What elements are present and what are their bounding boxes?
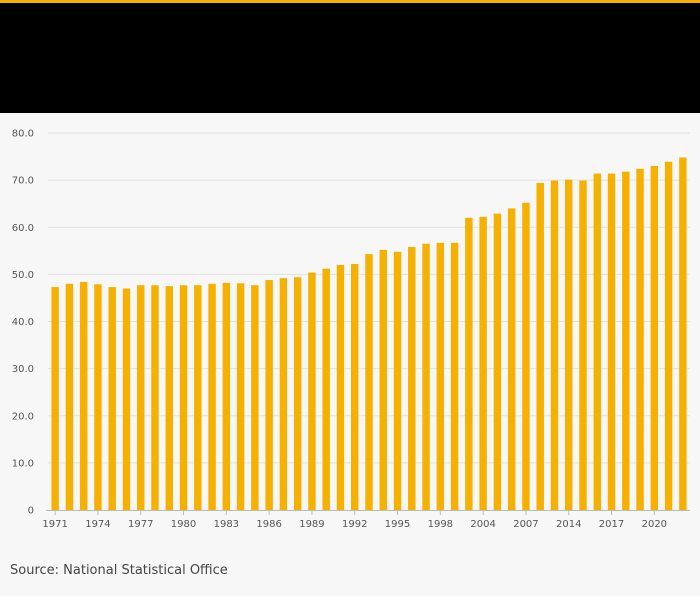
bar bbox=[165, 286, 173, 510]
y-tick-label: 70.0 bbox=[12, 176, 34, 187]
header-banner bbox=[0, 3, 700, 113]
bar bbox=[108, 287, 116, 510]
bar bbox=[479, 216, 487, 510]
y-tick-label: 30.0 bbox=[12, 364, 34, 375]
bar bbox=[550, 180, 559, 510]
x-tick-label: 2020 bbox=[642, 519, 667, 530]
x-tick-label: 2004 bbox=[470, 519, 495, 530]
bar bbox=[151, 285, 159, 510]
x-tick-label: 1983 bbox=[214, 519, 239, 530]
x-tick-label: 1977 bbox=[128, 519, 153, 530]
x-tick-label: 1992 bbox=[342, 519, 367, 530]
bar bbox=[393, 251, 402, 510]
bar bbox=[664, 161, 673, 510]
bar bbox=[450, 242, 459, 511]
bar bbox=[536, 182, 544, 510]
source-note: Source: National Statistical Office bbox=[10, 563, 228, 578]
bar bbox=[408, 247, 416, 511]
x-tick-label: 1971 bbox=[42, 519, 67, 530]
y-tick-label: 20.0 bbox=[12, 411, 34, 422]
x-tick-label: 2017 bbox=[599, 519, 624, 530]
bar bbox=[236, 283, 245, 510]
bar bbox=[465, 217, 473, 510]
bar bbox=[365, 254, 373, 510]
bar bbox=[351, 264, 359, 510]
x-tick-label: 2007 bbox=[513, 519, 538, 530]
x-tick-label: 1995 bbox=[385, 519, 410, 530]
y-tick-label: 60.0 bbox=[12, 223, 34, 234]
bar bbox=[222, 282, 231, 510]
bar bbox=[622, 171, 630, 510]
bar-chart: 0 10.0 20.0 30.0 40.0 50.0 60.0 70.0 80.0 1971 197… bbox=[12, 129, 690, 530]
bar bbox=[65, 283, 74, 510]
bar bbox=[122, 288, 131, 510]
x-tick-label: 1974 bbox=[85, 519, 110, 530]
bar bbox=[493, 213, 502, 510]
bar bbox=[565, 179, 573, 510]
y-tick-label: 10.0 bbox=[12, 458, 34, 469]
x-tick-label: 1989 bbox=[299, 519, 324, 530]
bar bbox=[79, 281, 88, 510]
bar bbox=[379, 249, 387, 510]
y-tick-label: 80.0 bbox=[12, 129, 34, 140]
bar bbox=[507, 208, 516, 510]
bar bbox=[322, 268, 330, 510]
bar bbox=[636, 168, 644, 510]
bar bbox=[179, 285, 188, 510]
bar bbox=[593, 173, 601, 510]
bar bbox=[579, 180, 587, 510]
bar bbox=[436, 242, 445, 511]
bar bbox=[308, 272, 316, 510]
x-tick-label: 2014 bbox=[556, 519, 581, 530]
bar bbox=[265, 280, 273, 510]
bar bbox=[251, 285, 259, 510]
y-tick-label: 40.0 bbox=[12, 317, 34, 328]
bar bbox=[208, 283, 216, 510]
y-tick-label: 0 bbox=[28, 506, 34, 517]
bar bbox=[679, 157, 687, 510]
bar bbox=[522, 202, 530, 510]
bar bbox=[137, 285, 145, 510]
bar bbox=[607, 173, 616, 510]
x-tick-label: 1998 bbox=[428, 519, 453, 530]
bar bbox=[336, 264, 345, 510]
bar bbox=[422, 243, 430, 511]
bar bbox=[293, 277, 302, 510]
y-tick-label: 50.0 bbox=[12, 270, 34, 281]
bar bbox=[650, 165, 659, 511]
bar bbox=[94, 284, 102, 510]
bar bbox=[279, 278, 288, 510]
bar bbox=[194, 285, 202, 510]
top-accent-bar bbox=[0, 0, 700, 3]
bar bbox=[51, 287, 59, 510]
x-tick-label: 1986 bbox=[256, 519, 281, 530]
x-tick-label: 1980 bbox=[171, 519, 196, 530]
